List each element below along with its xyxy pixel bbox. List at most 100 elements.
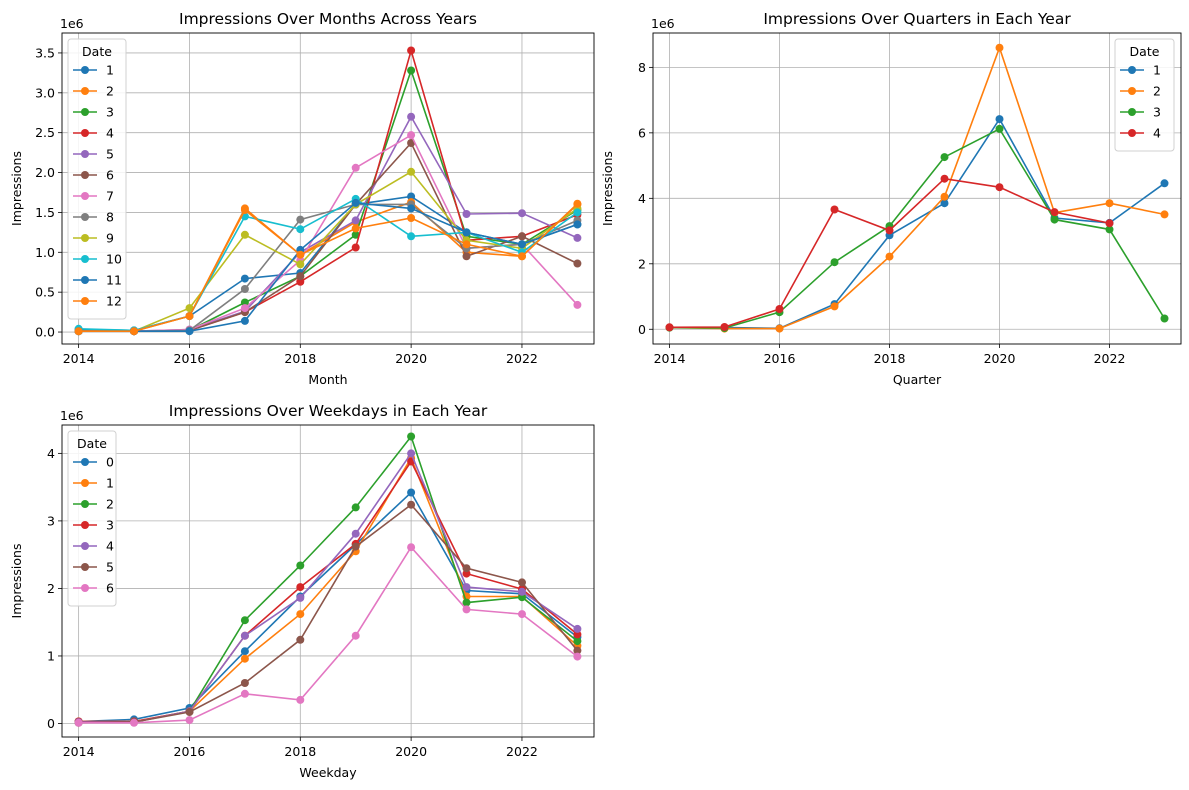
data-point xyxy=(573,208,582,217)
data-point xyxy=(518,610,526,619)
data-point xyxy=(1160,210,1169,219)
data-point xyxy=(240,206,249,214)
series-line-4 xyxy=(78,451,578,723)
x-tick-label: 2020 xyxy=(984,351,1016,366)
legend-swatch-marker xyxy=(81,171,89,179)
data-point xyxy=(351,542,360,551)
data-point xyxy=(830,302,839,311)
data-point xyxy=(1050,208,1059,217)
data-point xyxy=(940,192,949,201)
legend-swatch-marker xyxy=(81,500,89,508)
chart-title: Impressions Over Months Across Years xyxy=(179,10,477,28)
data-point xyxy=(1050,215,1059,224)
data-point xyxy=(351,503,360,512)
y-axis-label: Impressions xyxy=(9,151,24,226)
data-point xyxy=(1160,179,1169,188)
data-point xyxy=(775,324,784,333)
data-point xyxy=(74,718,83,727)
data-point xyxy=(1105,219,1114,228)
data-point xyxy=(462,583,471,592)
x-tick-label: 2022 xyxy=(1094,351,1126,366)
y-tick-label: 0 xyxy=(638,322,646,337)
series-line-3 xyxy=(78,459,578,723)
data-point xyxy=(462,228,471,237)
y-offset-text: 1e6 xyxy=(60,408,84,423)
data-point xyxy=(351,198,360,207)
y-tick-label: 3 xyxy=(47,513,55,528)
legend-entry-label: 2 xyxy=(106,84,114,99)
legend-swatch-marker xyxy=(81,213,89,221)
legend-entry-label: 7 xyxy=(106,189,114,204)
data-point xyxy=(296,272,305,281)
x-tick-label: 2020 xyxy=(395,744,427,759)
legend-swatch-marker xyxy=(81,129,89,137)
data-point xyxy=(351,224,360,233)
legend-box xyxy=(67,430,117,607)
legend-entry-label: 1 xyxy=(106,63,114,78)
series-line-1 xyxy=(669,117,1165,330)
legend-entry-label: 1 xyxy=(106,476,114,491)
legend-swatch-marker xyxy=(81,234,89,242)
data-point xyxy=(296,561,305,570)
x-tick-label: 2014 xyxy=(63,351,95,366)
legend-swatch-marker xyxy=(81,150,89,158)
data-point xyxy=(240,230,249,239)
data-point xyxy=(407,46,416,55)
x-tick-label: 2018 xyxy=(284,744,316,759)
data-point xyxy=(885,252,894,261)
data-point xyxy=(240,316,249,325)
data-point xyxy=(74,327,83,336)
data-point xyxy=(518,240,526,249)
axes-frame xyxy=(652,32,1182,345)
series-line-1 xyxy=(78,195,578,332)
y-tick-label: 1 xyxy=(47,648,55,663)
series-line-5 xyxy=(78,503,579,724)
data-point xyxy=(462,240,471,249)
series-line-6 xyxy=(78,545,578,724)
data-point xyxy=(296,225,305,234)
data-point xyxy=(573,199,582,208)
x-tick-label: 2022 xyxy=(506,351,538,366)
data-point xyxy=(296,215,305,224)
legend-entry-label: 4 xyxy=(106,539,114,554)
data-point xyxy=(407,66,416,75)
data-point xyxy=(240,654,249,663)
data-point xyxy=(407,131,416,140)
data-point xyxy=(407,500,416,509)
data-point xyxy=(296,277,305,286)
legend-swatch-marker xyxy=(81,276,89,284)
legend-entry-label: 1 xyxy=(1153,63,1161,78)
data-point xyxy=(296,610,305,619)
data-point xyxy=(240,689,249,698)
data-point xyxy=(573,630,582,639)
data-point xyxy=(573,233,582,242)
y-tick-label: 2.0 xyxy=(35,165,55,180)
legend-entry-label: 10 xyxy=(106,252,122,267)
series-line-3 xyxy=(669,127,1166,329)
data-point xyxy=(185,716,194,725)
data-point xyxy=(351,243,360,252)
y-tick-label: 2 xyxy=(47,581,55,596)
data-point xyxy=(518,252,526,261)
data-point xyxy=(240,647,249,656)
legend-entry-label: 2 xyxy=(1153,84,1161,99)
y-tick-label: 3.5 xyxy=(35,45,55,60)
data-point xyxy=(995,115,1004,124)
y-tick-label: 2 xyxy=(638,256,646,271)
data-point xyxy=(940,153,949,162)
axes-frame xyxy=(61,32,595,345)
data-point xyxy=(1105,199,1114,208)
data-point xyxy=(407,432,416,441)
legend-swatch-marker xyxy=(81,87,89,95)
data-point xyxy=(296,593,305,602)
x-tick-label: 2022 xyxy=(506,744,538,759)
series-line-11 xyxy=(78,202,578,333)
series-line-2 xyxy=(78,434,578,723)
data-point xyxy=(407,232,416,241)
data-point xyxy=(940,174,949,183)
legend-swatch-marker xyxy=(1128,87,1136,95)
legend-entry-label: 6 xyxy=(106,168,114,183)
legend-swatch-marker xyxy=(1128,129,1136,137)
legend-entry-label: 6 xyxy=(106,581,114,596)
legend-swatch-marker xyxy=(81,297,89,305)
